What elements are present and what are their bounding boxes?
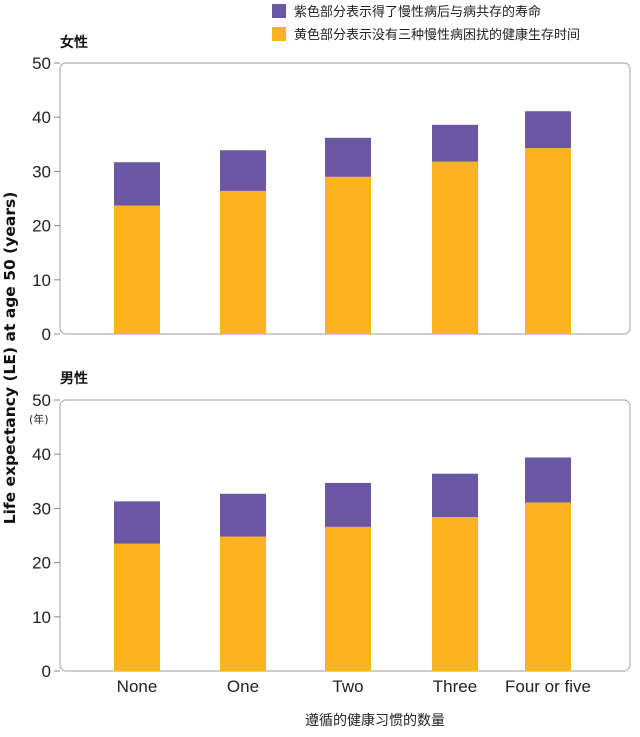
bar-male-healthy-3 xyxy=(432,517,478,671)
y-tick-label-female-10: 10 xyxy=(32,271,51,290)
bar-male-healthy-2 xyxy=(325,526,371,671)
legend-label-purple: 紫色部分表示得了慢性病后与病共存的寿命 xyxy=(294,4,541,20)
bar-male-chronic-2 xyxy=(325,482,371,527)
y-axis-label: Life expectancy (LE) at age 50 (years) xyxy=(1,192,19,525)
y-tick-label-male-50: 50 xyxy=(32,391,51,410)
y-tick-label-female-0: 0 xyxy=(42,325,51,344)
bar-male-chronic-0 xyxy=(114,501,160,544)
bar-male-healthy-1 xyxy=(220,536,266,671)
legend-label-yellow: 黄色部分表示没有三种慢性病困扰的健康生存时间 xyxy=(294,27,580,43)
legend-swatch-purple xyxy=(272,4,286,18)
bar-female-healthy-0 xyxy=(114,205,160,334)
bar-female-chronic-3 xyxy=(432,124,478,162)
x-category-label-1: One xyxy=(227,677,259,696)
y-tick-label-male-20: 20 xyxy=(32,554,51,573)
legend: 紫色部分表示得了慢性病后与病共存的寿命 黄色部分表示没有三种慢性病困扰的健康生存… xyxy=(272,4,580,43)
x-category-label-4: Four or five xyxy=(505,677,591,696)
x-axis-title: 遵循的健康习惯的数量 xyxy=(305,712,445,729)
x-category-label-0: None xyxy=(117,677,158,696)
bar-female-chronic-1 xyxy=(220,150,266,191)
y-tick-label-female-40: 40 xyxy=(32,108,51,127)
y-tick-label-female-50: 50 xyxy=(32,54,51,73)
y-tick-label-male-0: 0 xyxy=(42,662,51,681)
x-category-label-2: Two xyxy=(332,677,363,696)
bar-male-healthy-0 xyxy=(114,543,160,671)
panel-title-male: 男性 xyxy=(60,370,88,387)
bar-female-chronic-4 xyxy=(525,111,571,149)
bar-male-chronic-1 xyxy=(220,493,266,537)
bar-female-chronic-0 xyxy=(114,162,160,206)
y-tick-label-female-20: 20 xyxy=(32,217,51,236)
bar-male-healthy-4 xyxy=(525,502,571,671)
bar-male-chronic-4 xyxy=(525,457,571,503)
y-tick-label-male-10: 10 xyxy=(32,608,51,627)
bar-female-healthy-1 xyxy=(220,190,266,334)
bar-female-healthy-2 xyxy=(325,176,371,334)
bar-female-healthy-4 xyxy=(525,148,571,334)
bar-male-chronic-3 xyxy=(432,473,478,518)
panel-title-female: 女性 xyxy=(60,34,88,51)
y-tick-label-female-30: 30 xyxy=(32,162,51,181)
bar-female-chronic-2 xyxy=(325,137,371,177)
x-category-label-3: Three xyxy=(433,677,477,696)
bar-female-healthy-3 xyxy=(432,161,478,334)
legend-swatch-yellow xyxy=(272,27,286,41)
y-tick-label-male-40: 40 xyxy=(32,445,51,464)
y-tick-label-male-30: 30 xyxy=(32,499,51,518)
y-unit-label: (年) xyxy=(29,412,49,426)
